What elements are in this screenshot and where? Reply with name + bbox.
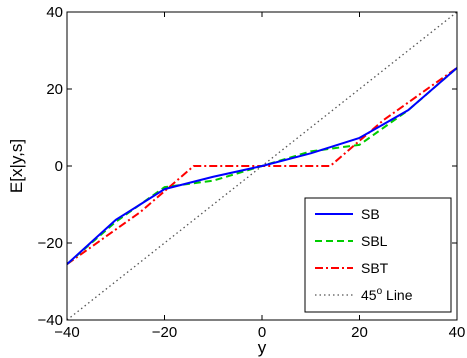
x-tick-label: −20 bbox=[152, 324, 177, 341]
y-tick-label: 0 bbox=[55, 158, 63, 175]
y-tick-label: −20 bbox=[38, 235, 63, 252]
y-tick-label: 20 bbox=[46, 81, 63, 98]
axes: −40 −20 0 20 40 −40 −20 0 20 40 bbox=[38, 4, 466, 341]
x-tick-label: 20 bbox=[351, 324, 368, 341]
x-tick-label: 40 bbox=[449, 324, 466, 341]
x-tick-label: 0 bbox=[258, 324, 266, 341]
legend-label: SBT bbox=[361, 260, 389, 276]
legend-label: 45o Line bbox=[361, 286, 413, 303]
x-tick-label: −40 bbox=[54, 324, 79, 341]
legend-label: SB bbox=[361, 206, 380, 222]
y-tick-label: 40 bbox=[46, 4, 63, 21]
y-tick-label: −40 bbox=[38, 312, 63, 329]
legend-box bbox=[304, 197, 452, 313]
y-axis-label: E[x|y,s] bbox=[7, 139, 26, 193]
plot-area bbox=[67, 12, 457, 320]
series-line-1 bbox=[67, 67, 457, 265]
x-axis-label: y bbox=[258, 338, 267, 357]
legend-label: SBL bbox=[361, 233, 388, 249]
legend: SB SBL SBT 45o Line bbox=[304, 197, 452, 313]
